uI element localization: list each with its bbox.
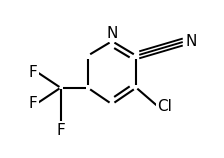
Text: N: N [106, 26, 118, 41]
Text: Cl: Cl [158, 99, 172, 114]
Text: F: F [28, 65, 37, 80]
Text: F: F [56, 123, 65, 138]
Text: N: N [186, 34, 197, 49]
Text: F: F [28, 96, 37, 111]
